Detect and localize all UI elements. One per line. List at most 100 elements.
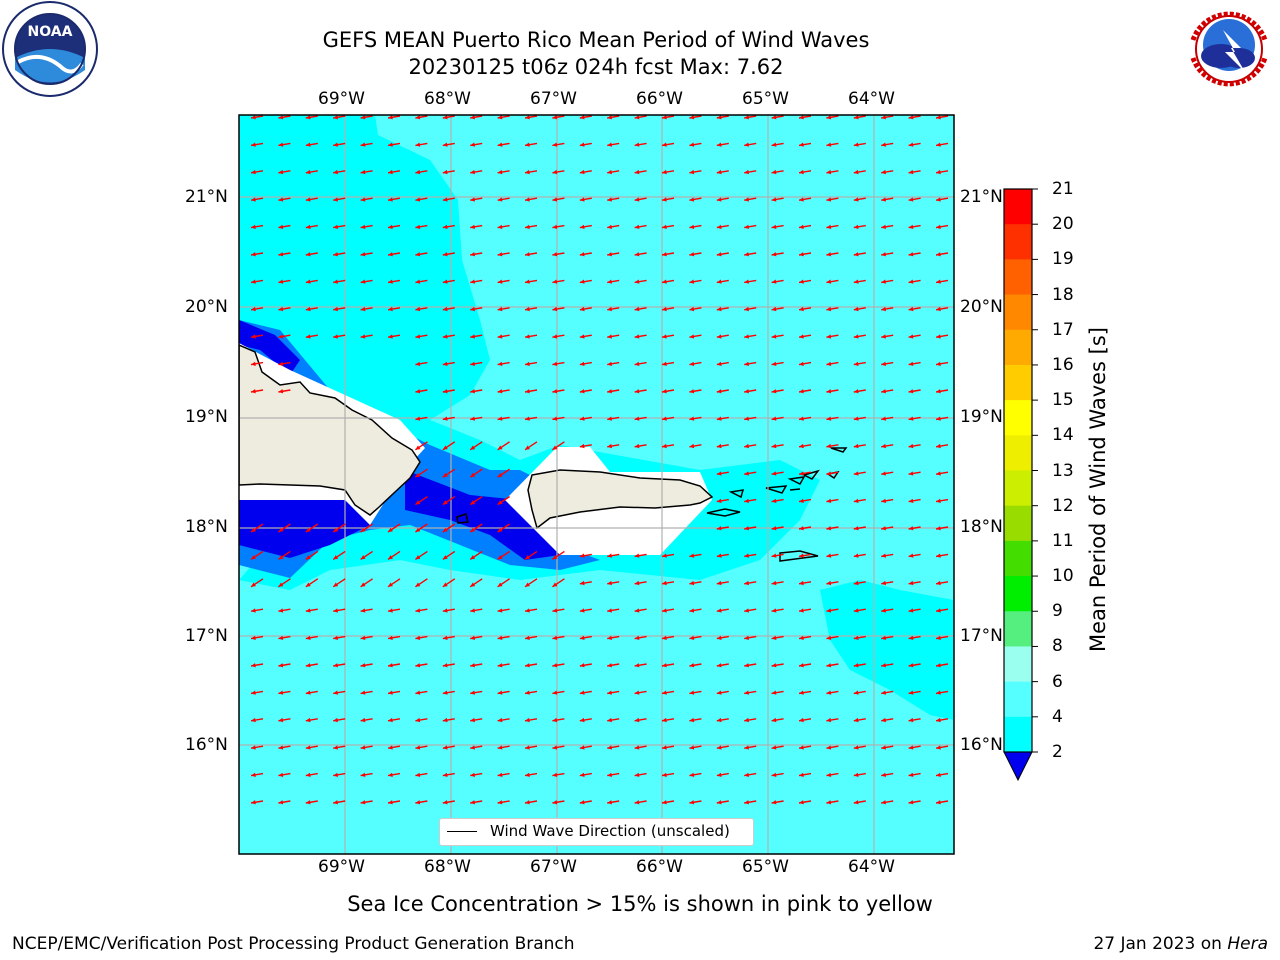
wind-arrow-head [442,197,448,202]
colorbar-tick-label: 21 [1052,179,1074,199]
wind-arrow-head [853,389,859,394]
wind-arrow-head [908,279,914,284]
wind-arrow-head [716,800,722,805]
wind-arrow-head [744,361,749,367]
wind-arrow-head [251,800,256,805]
wind-arrow-head [716,580,722,586]
wind-arrow-head [525,717,530,723]
wind-arrow-head [716,142,722,147]
wind-arrow-head [470,690,475,695]
wind-arrow-head [853,800,859,805]
wind-arrow-head [388,142,393,147]
map-plot-area [239,115,954,854]
wind-arrow-head [826,443,832,449]
wind-arrow-head [442,500,448,505]
wind-arrow-head [442,306,448,312]
wind-arrow-head [525,334,530,339]
wind-arrow-head [634,690,640,695]
wind-arrow-head [716,224,722,230]
wind-arrow-head [305,527,311,532]
ocean-period-lt2-mona [405,470,560,560]
footer-branch: NCEP/EMC/Verification Post Processing Pr… [12,934,575,954]
wind-arrow-head [497,416,503,421]
wind-arrow-head [716,306,722,312]
wind-arrow-head [579,553,585,558]
wind-arrow-head [388,717,393,723]
wind-arrow-head [881,772,886,778]
lat-label-right-21n: 21°N [960,187,1003,207]
wind-arrow-head [771,306,777,312]
wind-arrow-head [799,279,804,284]
wind-arrow-head [936,416,941,421]
wind-arrow-head [908,553,914,558]
wind-arrow-head [744,334,749,339]
wind-arrow-head [908,306,914,312]
wind-arrow-head [278,582,284,587]
wind-arrow-head [662,690,667,695]
wind-arrow-head [278,306,284,312]
wind-arrow-head [853,142,859,147]
wind-arrow-head [470,555,476,560]
wind-arrow-head [415,635,421,641]
wind-arrow-head [881,361,886,367]
wind-arrow-head [579,800,585,805]
wind-arrow-head [305,663,311,668]
wind-arrow-head [333,527,339,532]
wind-arrow-head [826,526,832,531]
wind-arrow-head [936,580,941,586]
lat-label-right-18n: 18°N [960,517,1003,537]
wind-arrow-head [579,224,585,230]
wind-arrow-head [771,717,777,723]
colorbar-segment [1004,611,1032,647]
ocean-period-4-6-north [239,115,490,420]
wind-arrow-head [388,635,393,641]
wind-arrow-head [881,389,886,394]
wind-arrow-head [525,224,530,230]
wind-arrow-head [634,389,640,394]
land-virgin-islands [728,447,848,499]
wind-arrow-head [470,445,476,450]
wind-arrow-head [607,224,612,230]
wind-arrow-head [607,663,612,668]
wind-arrow-head [908,526,914,531]
wind-arrow-head [634,553,640,558]
wind-arrow-head [360,224,366,230]
wind-arrow-head [360,717,366,723]
wind-arrow-head [689,334,695,339]
wind-arrow-head [744,690,749,695]
wind-arrow-head [360,527,366,532]
wind-arrow-head [881,635,886,641]
wind-arrow-head [278,279,284,284]
wind-arrow-head [305,582,311,587]
wind-arrow-head [689,279,695,284]
wind-arrow-head [881,169,886,175]
noaa-logo-text: NOAA [28,24,73,40]
wind-arrow-head [853,471,859,476]
colorbar-extend-triangle [1003,751,1033,782]
wind-arrow-head [251,745,256,750]
wind-arrow-head [360,608,366,613]
wind-arrow-head [607,635,612,641]
wind-arrow-head [662,389,667,394]
wind-arrow-head [744,745,749,750]
wind-arrow-head [360,582,366,587]
wind-arrow-head [826,663,832,668]
wind-arrow-head [716,526,722,531]
wind-arrow-head [662,443,667,449]
wind-arrow-head [305,252,311,257]
wind-arrow-head [251,279,256,284]
wind-arrow-head [908,800,914,805]
wind-arrow-head [826,279,832,284]
wind-arrow-head [333,197,338,202]
wind-arrow-head [908,115,914,120]
wind-arrow-head [936,800,941,805]
wind-arrow-head [442,389,448,394]
wind-arrow-head [689,115,695,120]
wind-arrow-head [442,416,448,421]
wind-arrow-head [497,772,503,778]
wind-arrow-head [881,471,886,476]
colorbar-tick-label: 12 [1052,495,1074,516]
wind-arrow-head [415,717,421,723]
wind-arrow-head [442,361,448,367]
wind-arrow-head [853,663,859,668]
